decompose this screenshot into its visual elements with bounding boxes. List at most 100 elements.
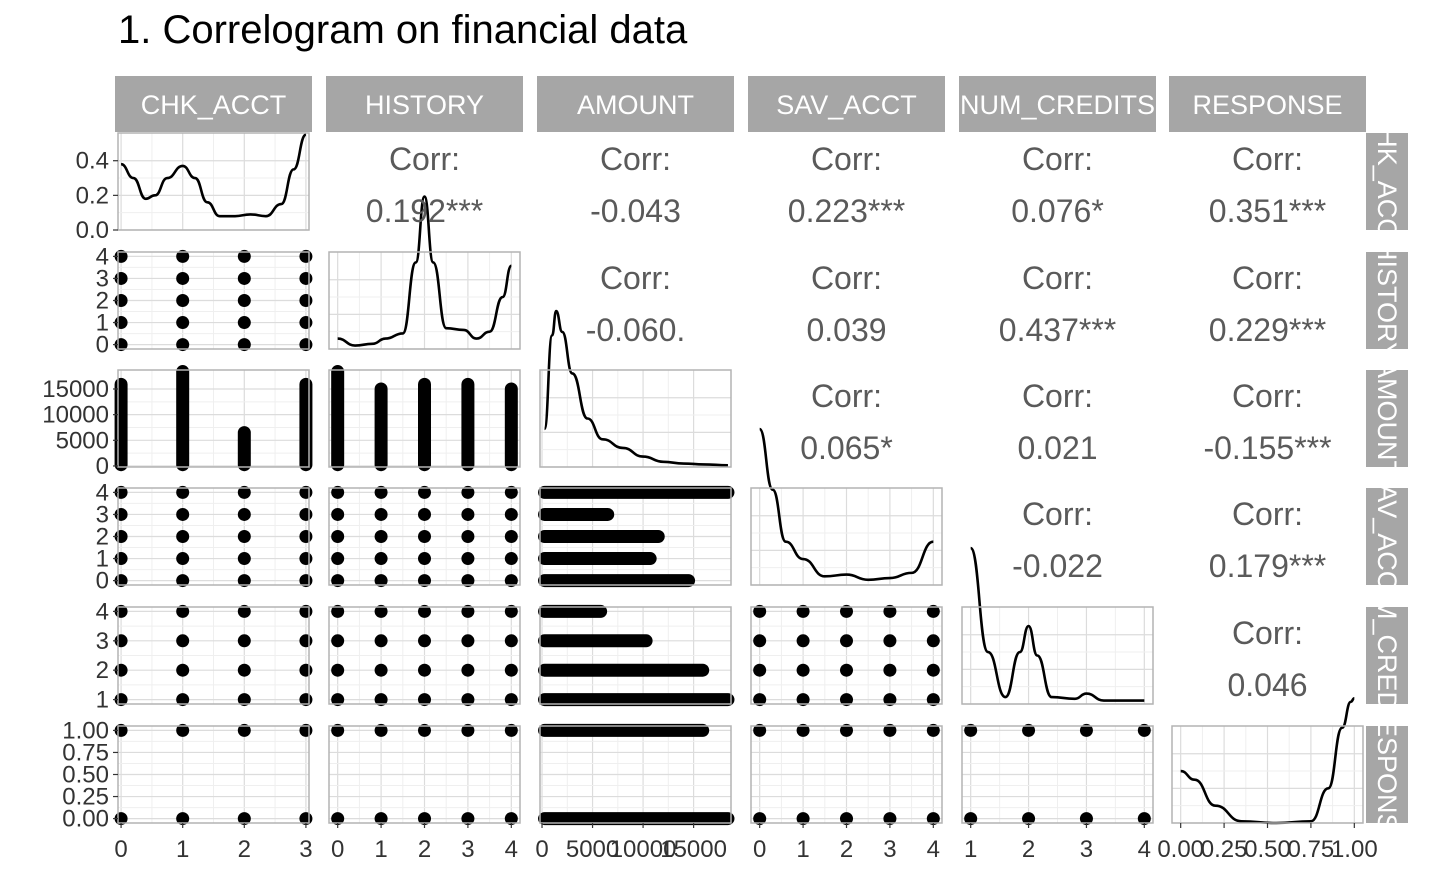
x-tick-label: 1	[176, 836, 189, 863]
scatter-point	[331, 507, 345, 521]
y-tick-label: 3	[96, 265, 109, 292]
scatter-point	[418, 604, 431, 618]
corr-label: Corr:	[1022, 141, 1093, 177]
y-tick-label: 0.75	[62, 739, 109, 766]
scatter-point	[237, 812, 251, 826]
x-tick-label: 0	[753, 836, 766, 863]
scatter-point	[237, 485, 251, 499]
row-strip-label: AMOUNT	[1372, 360, 1402, 477]
scatter-point	[374, 723, 388, 737]
scatter-point	[504, 552, 518, 566]
corr-label: Corr:	[389, 141, 460, 177]
scatter-point	[176, 552, 190, 566]
scatter-point	[331, 530, 345, 543]
scatter-point	[883, 693, 897, 707]
panel-border	[539, 487, 732, 586]
scatter-point	[331, 604, 345, 618]
corr-label: Corr:	[1232, 260, 1303, 296]
x-tick-label: 4	[505, 836, 518, 863]
row-strip-label: RESPONSE	[1372, 699, 1402, 849]
y-tick-label: 0.00	[62, 806, 109, 833]
panel-border	[539, 606, 732, 705]
scatter-point	[461, 574, 475, 588]
scatter-point	[331, 634, 345, 648]
scatter-point	[237, 574, 251, 588]
row-strip-response	[1366, 726, 1408, 823]
corr-value: 0.223***	[788, 193, 905, 229]
density-line	[337, 195, 513, 347]
scatter-point	[237, 294, 251, 307]
scatter-point	[753, 723, 767, 737]
x-tick-label: 2	[418, 836, 431, 863]
x-tick-label: 4	[1138, 836, 1151, 863]
scatter-point	[176, 294, 190, 307]
scatter-point	[176, 574, 190, 588]
y-tick-label: 3	[96, 628, 109, 655]
strip-label: NUM_CREDITS	[960, 90, 1155, 120]
scatter-point	[926, 604, 940, 618]
scatter-point	[840, 693, 853, 707]
scatter-point	[237, 634, 251, 648]
scatter-point	[418, 634, 431, 648]
row-strip-num-credits	[1366, 607, 1408, 704]
strip-label: CHK_ACCT	[141, 90, 287, 120]
scatter-point	[176, 530, 190, 543]
scatter-point	[883, 634, 897, 648]
scatter-point	[331, 693, 345, 707]
corr-value: 0.065*	[800, 430, 893, 466]
scatter-point	[176, 634, 190, 648]
scatter-point	[237, 604, 251, 618]
scatter-point	[504, 485, 518, 499]
y-tick-label: 2	[96, 524, 109, 551]
strip-chk-acct	[115, 76, 312, 132]
scatter-point	[374, 634, 388, 648]
scatter-point	[796, 693, 810, 707]
scatter-point	[418, 552, 431, 566]
strip-label: RESPONSE	[1192, 90, 1342, 120]
scatter-point	[299, 663, 313, 677]
scatter-point	[461, 693, 475, 707]
strip-sav-acct	[748, 76, 945, 132]
scatter-point	[237, 338, 251, 352]
y-tick-label: 4	[96, 243, 109, 270]
corr-label: Corr:	[1232, 141, 1303, 177]
corr-value: 0.229***	[1209, 312, 1326, 348]
x-tick-label: 1.00	[1331, 836, 1378, 863]
scatter-point	[331, 723, 345, 737]
scatter-point	[883, 723, 897, 737]
scatter-point	[964, 812, 978, 826]
y-tick-label: 5000	[56, 427, 109, 454]
strip-label: SAV_ACCT	[776, 90, 917, 120]
corr-value: 0.351***	[1209, 193, 1326, 229]
panel-border	[539, 725, 732, 824]
row-strip-label: CHK_ACCT	[1372, 109, 1402, 255]
scatter-point	[331, 663, 345, 677]
x-tick-label: 0.75	[1288, 836, 1335, 863]
density-line	[1180, 696, 1355, 825]
scatter-point	[331, 552, 345, 566]
scatter-point	[237, 723, 251, 737]
scatter-point	[1022, 812, 1036, 826]
scatter-point	[883, 812, 897, 826]
scatter-point	[418, 485, 431, 499]
corr-label: Corr:	[1232, 496, 1303, 532]
panel-border	[328, 487, 521, 586]
scatter-point	[753, 604, 767, 618]
y-tick-label: 0.4	[76, 148, 109, 175]
corr-label: Corr:	[811, 260, 882, 296]
scatter-point	[237, 663, 251, 677]
scatter-point	[176, 485, 190, 499]
scatter-point	[331, 574, 345, 588]
strip-label: HISTORY	[365, 90, 484, 120]
row-strip-sav-acct	[1366, 488, 1408, 585]
y-tick-label: 1	[96, 310, 109, 337]
scatter-point	[796, 723, 810, 737]
panel-border	[750, 487, 943, 586]
corr-label: Corr:	[600, 260, 671, 296]
panel-border	[961, 606, 1154, 705]
strip-response	[1169, 76, 1366, 132]
corr-label: Corr:	[1022, 260, 1093, 296]
scatter-point	[237, 693, 251, 707]
scatter-point	[926, 693, 940, 707]
scatter-point	[237, 530, 251, 543]
